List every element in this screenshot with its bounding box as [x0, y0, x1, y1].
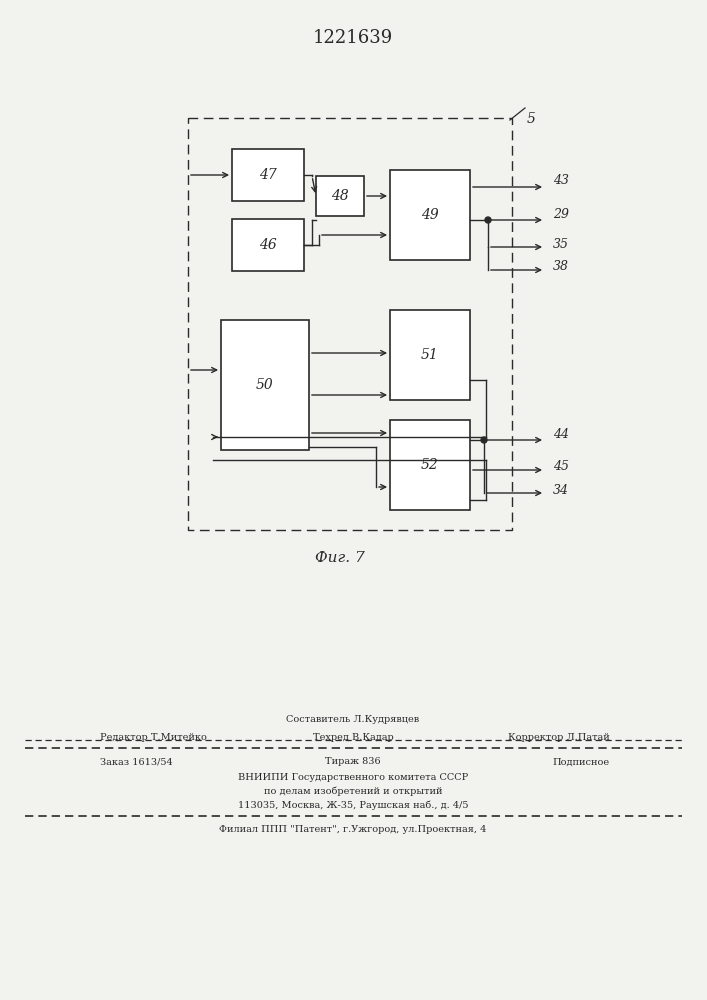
- Bar: [390, 310, 470, 400]
- Text: Подписное: Подписное: [553, 758, 610, 766]
- Text: Фиг. 7: Фиг. 7: [315, 551, 365, 565]
- Circle shape: [485, 217, 491, 223]
- Text: Филиал ППП "Патент", г.Ужгород, ул.Проектная, 4: Филиал ППП "Патент", г.Ужгород, ул.Проек…: [219, 826, 486, 834]
- Text: Составитель Л.Кудрявцев: Составитель Л.Кудрявцев: [286, 716, 419, 724]
- Text: 47: 47: [259, 168, 277, 182]
- Text: 34: 34: [553, 484, 569, 496]
- Text: 35: 35: [553, 237, 569, 250]
- Bar: [390, 170, 470, 260]
- Text: 48: 48: [331, 189, 349, 203]
- Bar: [316, 176, 364, 216]
- Text: 46: 46: [259, 238, 277, 252]
- Text: 1221639: 1221639: [313, 29, 393, 47]
- Bar: [232, 149, 304, 201]
- Bar: [390, 420, 470, 510]
- Text: 52: 52: [421, 458, 439, 472]
- Text: 5: 5: [527, 112, 536, 126]
- Text: по делам изобретений и открытий: по делам изобретений и открытий: [264, 786, 443, 796]
- Text: ВНИИПИ Государственного комитета СССР: ВНИИПИ Государственного комитета СССР: [238, 772, 468, 782]
- Text: Техред В.Кадар: Техред В.Кадар: [312, 734, 393, 742]
- Text: 45: 45: [553, 460, 569, 474]
- Text: 43: 43: [553, 174, 569, 188]
- Bar: [221, 320, 309, 450]
- Text: Тираж 836: Тираж 836: [325, 758, 381, 766]
- Text: 44: 44: [553, 428, 569, 440]
- Text: 51: 51: [421, 348, 439, 362]
- Text: 38: 38: [553, 260, 569, 273]
- Text: 49: 49: [421, 208, 439, 222]
- Text: Заказ 1613/54: Заказ 1613/54: [100, 758, 173, 766]
- Text: Корректор Л.Патай: Корректор Л.Патай: [508, 734, 610, 742]
- Text: 113035, Москва, Ж-35, Раушская наб., д. 4/5: 113035, Москва, Ж-35, Раушская наб., д. …: [238, 800, 468, 810]
- Text: 29: 29: [553, 209, 569, 222]
- Bar: [232, 219, 304, 271]
- Circle shape: [481, 437, 487, 443]
- Bar: [188, 118, 512, 530]
- Text: 50: 50: [256, 378, 274, 392]
- Text: Редактор Т.Митейко: Редактор Т.Митейко: [100, 734, 207, 742]
